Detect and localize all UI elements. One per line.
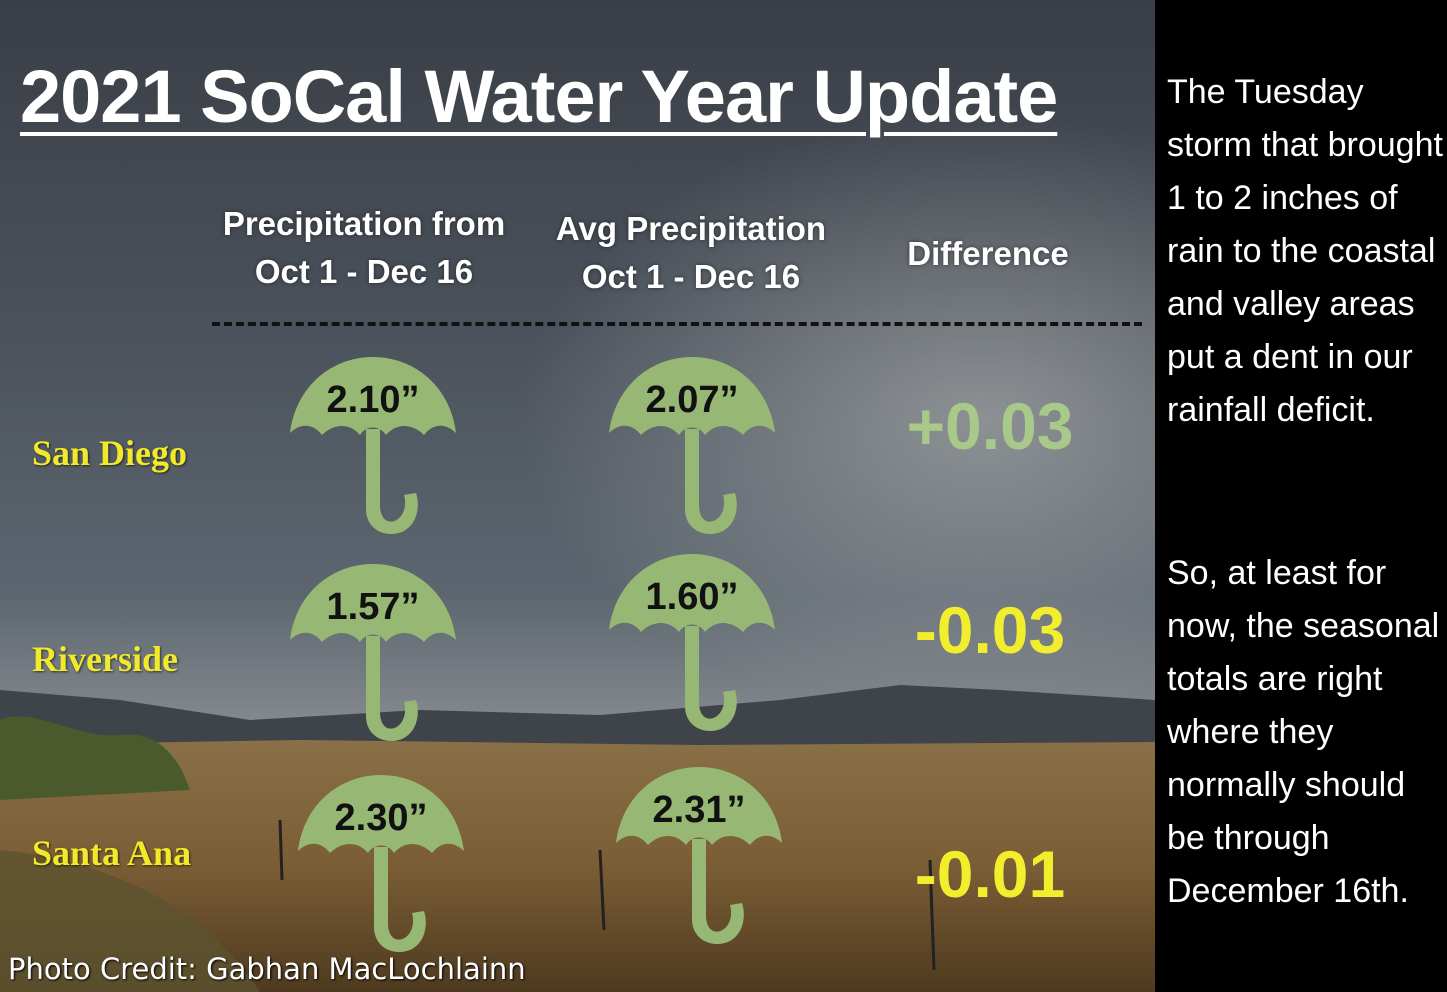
side-paragraph-1: The Tuesday storm that brought 1 to 2 in… — [1167, 73, 1443, 429]
dashed-divider — [212, 322, 1142, 326]
umbrella-average-riverside: 1.60” — [607, 552, 777, 732]
observed-header-line2: Oct 1 - Dec 16 — [254, 253, 474, 290]
observed-value-san-diego: 2.10” — [326, 379, 420, 421]
umbrella-observed-riverside: 1.57” — [288, 562, 458, 742]
side-panel: The Tuesday storm that brought 1 to 2 in… — [1157, 0, 1447, 992]
observed-precip-header: Precipitation from Oct 1 - Dec 16 — [214, 200, 514, 296]
average-header-line1: Avg Precipitation — [555, 210, 827, 247]
city-label-san-diego: San Diego — [32, 433, 188, 473]
difference-value-san-diego: +0.03 — [906, 389, 1074, 463]
umbrella-observed-santa-ana: 2.30” — [296, 773, 466, 953]
page-title: 2021 SoCal Water Year Update — [20, 55, 1058, 138]
average-value-san-diego: 2.07” — [645, 379, 739, 421]
side-paragraph-2: So, at least for now, the seasonal total… — [1167, 554, 1440, 910]
observed-value-santa-ana: 2.30” — [334, 797, 428, 839]
photo-credit: Photo Credit: Gabhan MacLochlainn — [8, 952, 526, 986]
difference-value-riverside: -0.03 — [914, 593, 1066, 667]
average-header-line2: Oct 1 - Dec 16 — [581, 258, 801, 295]
umbrella-average-san-diego: 2.07” — [607, 355, 777, 535]
observed-header-line1: Precipitation from — [222, 205, 506, 242]
difference-value-santa-ana: -0.01 — [914, 837, 1066, 911]
observed-value-riverside: 1.57” — [326, 586, 420, 628]
umbrella-average-santa-ana: 2.31” — [614, 765, 784, 945]
city-label-santa-ana: Santa Ana — [32, 833, 192, 873]
umbrella-observed-san-diego: 2.10” — [288, 355, 458, 535]
average-precip-header: Avg Precipitation Oct 1 - Dec 16 — [546, 205, 836, 301]
background-landscape — [0, 0, 1155, 992]
storm-field-photo: 2021 SoCal Water Year Update Precipitati… — [0, 0, 1155, 992]
difference-header: Difference — [907, 235, 1069, 272]
average-value-santa-ana: 2.31” — [652, 789, 746, 831]
city-label-riverside: Riverside — [32, 639, 178, 679]
average-value-riverside: 1.60” — [645, 576, 739, 618]
